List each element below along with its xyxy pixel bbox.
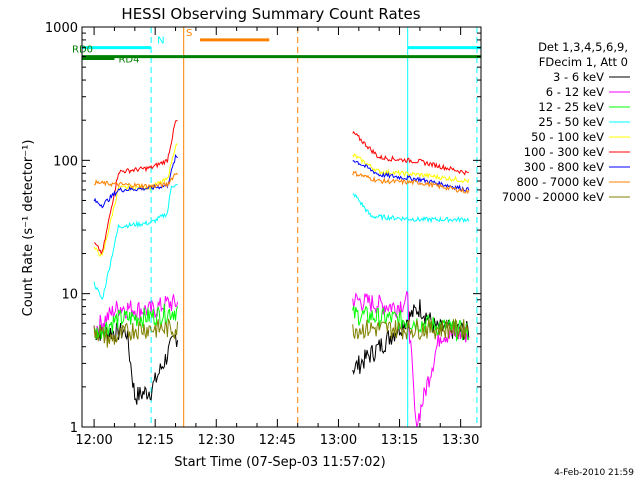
- series-line-50-100-keV: [93, 143, 470, 258]
- x-tick-label: 13:30: [442, 433, 479, 448]
- timestamp: 4-Feb-2010 21:59: [554, 468, 634, 478]
- x-tick-label: 12:30: [198, 433, 235, 448]
- legend-entry-label: 800 - 7000 keV: [516, 175, 604, 189]
- y-tick-label: 10: [61, 288, 78, 303]
- chart-title: HESSI Observing Summary Count Rates: [121, 5, 420, 23]
- series-line-800-7000-keV: [94, 170, 470, 195]
- y-axis-label: Count Rate (s⁻¹ detector⁻¹): [21, 140, 36, 317]
- series-line-100-300-keV: [93, 120, 469, 255]
- legend-entry-label: 7000 - 20000 keV: [502, 190, 604, 204]
- flag-label-S: S: [186, 28, 192, 39]
- legend-entry-label: 100 - 300 keV: [524, 145, 604, 159]
- legend-entry-label: 12 - 25 keV: [538, 100, 604, 114]
- series-line-7000-20000-keV: [93, 317, 470, 348]
- legend: Det 1,3,4,5,6,9,FDecim 1, Att 03 - 6 keV…: [502, 40, 630, 204]
- legend-entry-label: 50 - 100 keV: [531, 130, 604, 144]
- y-tick-label: 100: [53, 154, 78, 169]
- axes: 12:00 12:15 12:30 12:45 13:00 13:15 13:30 1 10 10…: [45, 21, 482, 448]
- x-tick-label: 12:00: [75, 433, 112, 448]
- x-tick-label: 13:00: [320, 433, 357, 448]
- plot-frame: [81, 26, 482, 428]
- flag-label-RD0: RD0: [72, 45, 93, 56]
- legend-entry-label: 3 - 6 keV: [553, 70, 604, 84]
- x-tick-label: 12:15: [136, 433, 173, 448]
- legend-entry-label: 6 - 12 keV: [546, 85, 604, 99]
- x-axis-label: Start Time (07-Sep-03 11:57:02): [174, 455, 385, 470]
- flag-label-N: N: [157, 36, 164, 47]
- y-tick-label: 1000: [45, 21, 78, 36]
- x-tick-label: 13:15: [381, 433, 418, 448]
- series-line-12-25-keV: [93, 303, 470, 343]
- legend-entry-label: 300 - 800 keV: [524, 160, 604, 174]
- x-tick-label: 12:45: [259, 433, 296, 448]
- flag-label-RD4: RD4: [118, 55, 139, 66]
- y-tick-label: 1: [70, 421, 78, 436]
- series-line-3-6-keV: [93, 299, 470, 405]
- series-line-25-50-keV: [93, 183, 470, 300]
- legend-entry-label: 25 - 50 keV: [538, 115, 604, 129]
- legend-header: FDecim 1, Att 0: [539, 55, 628, 69]
- series-line-300-800-keV: [93, 153, 470, 209]
- plot-area: N S RD0 RD4: [72, 27, 481, 428]
- legend-header: Det 1,3,4,5,6,9,: [538, 40, 628, 54]
